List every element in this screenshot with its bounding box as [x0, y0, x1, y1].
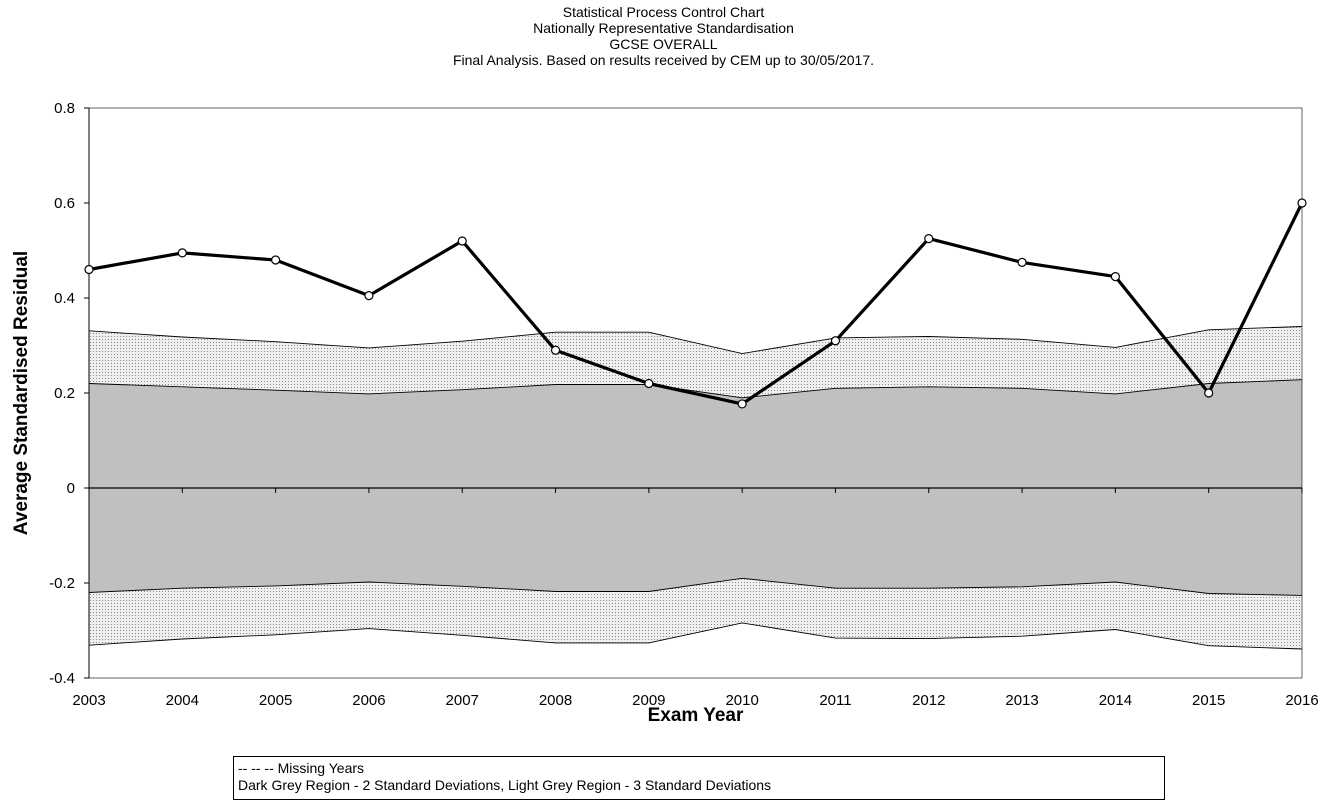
y-tick-label: 0.6	[54, 195, 75, 212]
x-tick-label: 2006	[352, 692, 385, 709]
legend-regions: Dark Grey Region - 2 Standard Deviations…	[238, 777, 772, 793]
series-layer	[84, 198, 1307, 409]
x-tick-label: 2004	[166, 692, 199, 709]
x-tick-label: 2015	[1192, 692, 1225, 709]
x-tick-label: 2012	[912, 692, 945, 709]
x-tick-label: 2005	[259, 692, 292, 709]
sd3-lower-edge	[88, 622, 1303, 650]
data-point	[1204, 388, 1214, 398]
sd2-lower-edge	[88, 577, 1303, 596]
chart-titles: Statistical Process Control Chart Nation…	[0, 4, 1327, 68]
data-point	[644, 378, 654, 389]
data-point	[550, 345, 561, 355]
data-point	[271, 255, 281, 265]
data-point	[1297, 198, 1307, 208]
data-point	[84, 264, 94, 275]
labels-layer: 0.8 0.6 0.4 0.2 0 -0.2 -0.4 2003 2004 2005 2006 200…	[11, 100, 1319, 726]
series-line	[88, 202, 1304, 406]
legend-box: -- -- -- Missing Years Dark Grey Region …	[233, 756, 1165, 800]
data-point	[1110, 272, 1120, 282]
x-tick-label: 2011	[819, 692, 851, 709]
y-tick-label: 0.2	[54, 385, 75, 402]
data-point	[1017, 257, 1027, 267]
y-tick-label: 0	[67, 480, 75, 497]
y-tick-label: 0.4	[54, 290, 75, 307]
data-point	[924, 234, 934, 244]
x-tick-label: 2007	[446, 692, 479, 709]
x-tick-label: 2013	[1005, 692, 1038, 709]
y-axis-title: Average Standardised Residual	[11, 251, 32, 535]
sd2-upper-edge	[88, 379, 1303, 399]
legend-missing-years: -- -- -- Missing Years	[238, 760, 365, 776]
data-point	[737, 399, 747, 409]
x-tick-label: 2003	[72, 692, 105, 709]
chart-subtitle-2: GCSE OVERALL	[609, 36, 718, 52]
chart-subtitle-3: Final Analysis. Based on results receive…	[452, 52, 874, 68]
y-tick-label: -0.4	[49, 670, 75, 687]
x-tick-label: 2009	[632, 692, 665, 709]
chart-subtitle-1: Nationally Representative Standardisatio…	[533, 20, 794, 36]
x-tick-label: 2010	[725, 692, 758, 709]
y-tick-label: -0.2	[49, 575, 75, 592]
data-point	[457, 236, 467, 246]
chart-title: Statistical Process Control Chart	[562, 4, 765, 20]
x-tick-label: 2008	[539, 692, 572, 709]
y-tick-label: 0.8	[54, 100, 75, 117]
sd3-upper-edge	[88, 326, 1303, 355]
x-axis-title: Exam Year	[648, 705, 744, 726]
axes-layer	[84, 107, 1303, 679]
data-point	[177, 248, 187, 258]
x-tick-label: 2014	[1099, 692, 1132, 709]
spc-chart: 0.8 0.6 0.4 0.2 0 -0.2 -0.4 2003 2004 2005 2006 200…	[11, 100, 1319, 726]
data-point	[830, 336, 841, 346]
data-point	[364, 291, 374, 301]
x-tick-label: 2016	[1285, 692, 1318, 709]
